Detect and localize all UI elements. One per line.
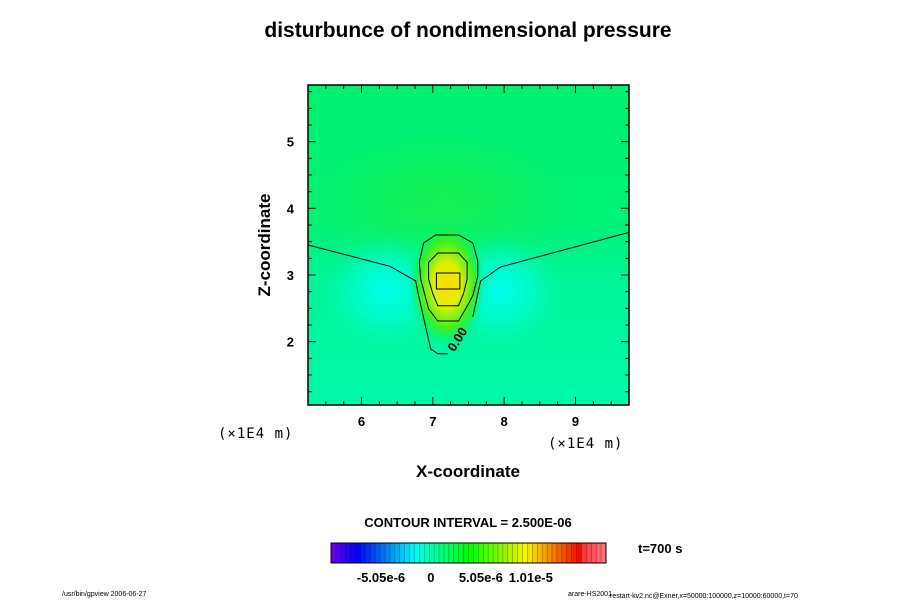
colorbar-segment <box>497 543 504 563</box>
colorbar-segment <box>512 543 518 563</box>
colorbar-segment <box>370 543 376 563</box>
x-tick-label: 8 <box>501 414 508 429</box>
colorbar-segment <box>375 543 381 563</box>
colorbar-segment <box>439 543 445 563</box>
chart-title: disturbunce of nondimensional pressure <box>264 19 671 42</box>
field-maximum <box>409 222 486 347</box>
colorbar-segment <box>360 543 366 563</box>
colorbar-segment <box>345 543 351 563</box>
y-tick-label: 2 <box>287 335 294 350</box>
x-tick-label: 9 <box>572 414 579 429</box>
colorbar-segment <box>488 543 494 563</box>
colorbar-segment <box>458 543 464 563</box>
colorbar-segment <box>463 543 469 563</box>
colorbar-frame <box>330 542 607 564</box>
colorbar-segment <box>389 543 396 563</box>
contour-line <box>435 272 461 290</box>
x-tick-label: 6 <box>358 414 365 429</box>
y-unit-label: (×1E4 m) <box>218 426 293 442</box>
colorbar-segment <box>527 543 533 563</box>
colorbar-segment <box>335 543 342 563</box>
colorbar-segment <box>581 543 587 563</box>
colorbar-segment <box>419 543 425 563</box>
colorbar-tick-label: 1.01e-5 <box>509 570 553 585</box>
contour-line <box>472 231 629 318</box>
colorbar-segment <box>507 543 513 563</box>
colorbar-segment <box>561 543 568 563</box>
contour-interval-label: CONTOUR INTERVAL = 2.500E-06 <box>364 515 571 530</box>
colorbar-segment <box>434 543 440 563</box>
footer-right-sub: restart-kv2.nc@Exner,x=50000:100000,z=10… <box>610 593 798 600</box>
colorbar-segment <box>571 543 577 563</box>
colorbar-segment <box>404 543 410 563</box>
colorbar <box>330 543 607 563</box>
colorbar-segment <box>424 543 430 563</box>
colorbar-segment <box>385 543 391 563</box>
time-label: t=700 s <box>638 541 682 556</box>
colorbar-segment <box>414 543 420 563</box>
colorbar-segment <box>350 543 356 563</box>
colorbar-segment <box>340 543 347 563</box>
colorbar-segment <box>596 543 602 563</box>
colorbar-segment <box>551 543 558 563</box>
colorbar-tick-label: 5.05e-6 <box>459 570 503 585</box>
y-tick-label: 4 <box>287 201 295 216</box>
colorbar-segment <box>478 543 484 563</box>
y-tick-label: 3 <box>287 268 294 283</box>
y-tick-label: 5 <box>287 135 294 150</box>
colorbar-segment <box>443 543 450 563</box>
colorbar-segment <box>331 543 337 563</box>
colorbar-segment <box>576 543 582 563</box>
x-unit-label: (×1E4 m) <box>548 436 623 452</box>
colorbar-segment <box>556 543 563 563</box>
colorbar-tick-label: -5.05e-6 <box>357 570 405 585</box>
x-tick-label: 7 <box>429 414 436 429</box>
colorbar-segment <box>591 543 597 563</box>
colorbar-segment <box>493 543 499 563</box>
colorbar-segment <box>522 543 528 563</box>
colorbar-segment <box>586 543 592 563</box>
colorbar-segment <box>409 543 415 563</box>
colorbar-segment <box>566 543 572 563</box>
footer-left: /usr/bin/gpview 2006-06-27 <box>62 591 147 598</box>
colorbar-segment <box>537 543 543 563</box>
colorbar-segment <box>394 543 401 563</box>
colorbar-segment <box>453 543 459 563</box>
colorbar-segment <box>601 543 607 563</box>
colorbar-segment <box>473 543 479 563</box>
colorbar-tick-label: 0 <box>427 570 434 585</box>
colorbar-segment <box>483 543 489 563</box>
contour-line <box>418 234 479 322</box>
colorbar-segment <box>517 543 523 563</box>
colorbar-segment <box>542 543 548 563</box>
colorbar-segment <box>399 543 405 563</box>
colorbar-segment <box>448 543 455 563</box>
y-axis-label: Z-coordinate <box>255 194 274 297</box>
colorbar-segment <box>547 543 553 563</box>
colorbar-segment <box>365 543 371 563</box>
contour-line <box>308 244 448 355</box>
colorbar-segment <box>355 543 361 563</box>
colorbar-segment <box>502 543 509 563</box>
colorbar-segment <box>380 543 386 563</box>
x-axis-label: X-coordinate <box>416 462 520 481</box>
contour-line <box>428 252 468 307</box>
colorbar-segment <box>532 543 538 563</box>
footer-right-main: arare-HS2001 <box>568 591 612 598</box>
colorbar-segment <box>429 543 435 563</box>
colorbar-segment <box>468 543 474 563</box>
